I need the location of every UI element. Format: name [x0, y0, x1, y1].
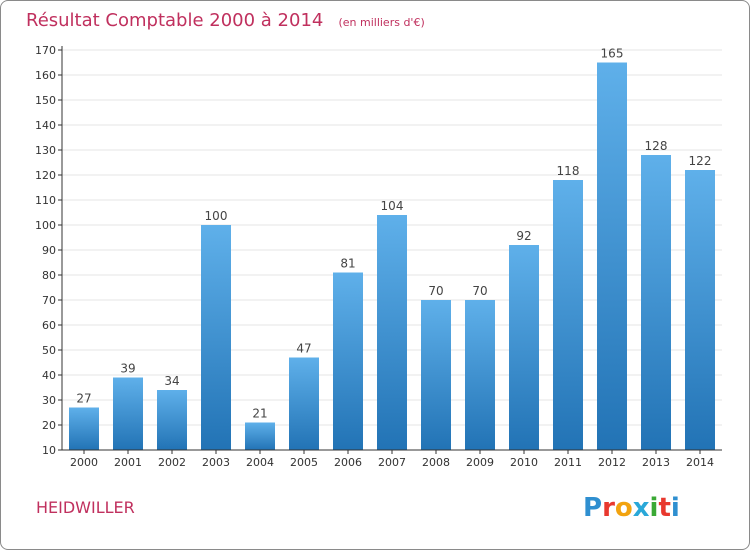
y-tick-label: 160: [35, 69, 56, 82]
x-tick-label: 2004: [246, 456, 274, 469]
bar-value-label: 128: [645, 139, 668, 153]
bar-value-label: 39: [120, 362, 135, 376]
logo-letter: o: [615, 493, 633, 523]
bar-2007: [377, 215, 407, 450]
bar-value-label: 81: [340, 257, 355, 271]
x-tick-label: 2002: [158, 456, 186, 469]
bar-2002: [157, 390, 187, 450]
bars: 27 39 34 100 21 47 81 104 70 70 92 118 165 128 122: [69, 47, 715, 450]
bar-2012: [597, 62, 627, 450]
bar-value-label: 21: [252, 407, 267, 421]
x-tick-label: 2006: [334, 456, 362, 469]
bar-2011: [553, 180, 583, 450]
y-tick-label: 90: [42, 244, 56, 257]
y-tick-label: 170: [35, 44, 56, 57]
y-tick-label: 120: [35, 169, 56, 182]
logo-letter: i: [650, 493, 659, 523]
bar-value-label: 122: [689, 154, 712, 168]
y-tick-label: 130: [35, 144, 56, 157]
y-tick-label: 70: [42, 294, 56, 307]
bar-2004: [245, 422, 275, 450]
bar-value-label: 118: [557, 164, 580, 178]
logo-letter: t: [658, 493, 670, 523]
chart-title-unit: (en milliers d'€): [338, 16, 424, 29]
bar-2001: [113, 377, 143, 450]
bar-2014: [685, 170, 715, 450]
y-tick-label: 140: [35, 119, 56, 132]
y-tick-label: 50: [42, 344, 56, 357]
bar-value-label: 92: [516, 229, 531, 243]
bar-2006: [333, 272, 363, 450]
x-tick-label: 2012: [598, 456, 626, 469]
y-tick-label: 150: [35, 94, 56, 107]
bar-value-label: 165: [601, 47, 624, 61]
x-tick-label: 2001: [114, 456, 142, 469]
bar-value-label: 27: [76, 392, 91, 406]
logo-letter: x: [633, 493, 650, 523]
x-tick-label: 2008: [422, 456, 450, 469]
x-tick-label: 2014: [686, 456, 714, 469]
chart-title: Résultat Comptable 2000 à 2014 (en milli…: [26, 10, 425, 31]
bar-2000: [69, 407, 99, 450]
bar-2003: [201, 225, 231, 450]
bar-2008: [421, 300, 451, 450]
bar-2005: [289, 357, 319, 450]
bar-value-label: 104: [381, 199, 404, 213]
bar-value-label: 47: [296, 342, 311, 356]
y-tick-label: 80: [42, 269, 56, 282]
bar-value-label: 34: [164, 374, 179, 388]
logo-letter: i: [671, 493, 680, 523]
logo-letter: r: [602, 493, 615, 523]
bar-2010: [509, 245, 539, 450]
x-tick-label: 2009: [466, 456, 494, 469]
bar-value-label: 70: [472, 284, 487, 298]
x-tick-label: 2013: [642, 456, 670, 469]
bar-2009: [465, 300, 495, 450]
x-tick-label: 2000: [70, 456, 98, 469]
x-tick-label: 2011: [554, 456, 582, 469]
chart-title-main: Résultat Comptable 2000 à 2014: [26, 10, 323, 31]
bar-2013: [641, 155, 671, 450]
y-tick-label: 60: [42, 319, 56, 332]
proxiti-logo-text: Proxiti: [583, 493, 680, 523]
y-tick-label: 20: [42, 419, 56, 432]
x-tick-label: 2010: [510, 456, 538, 469]
logo-letter: P: [583, 493, 602, 523]
axes: 10 20 30 40 50 60 70 80 90 100 110 120 130 140 150 160 1…: [35, 44, 722, 469]
proxiti-logo: Proxiti: [583, 493, 680, 523]
y-tick-label: 30: [42, 394, 56, 407]
y-tick-label: 40: [42, 369, 56, 382]
y-tick-label: 100: [35, 219, 56, 232]
y-tick-label: 110: [35, 194, 56, 207]
x-tick-label: 2007: [378, 456, 406, 469]
bar-value-label: 100: [205, 209, 228, 223]
y-tick-label: 10: [42, 444, 56, 457]
bar-value-label: 70: [428, 284, 443, 298]
x-tick-label: 2005: [290, 456, 318, 469]
x-tick-label: 2003: [202, 456, 230, 469]
city-name: HEIDWILLER: [36, 498, 135, 517]
